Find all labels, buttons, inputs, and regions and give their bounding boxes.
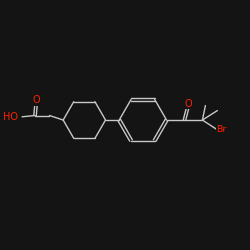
Text: O: O xyxy=(33,95,40,105)
Text: Br: Br xyxy=(216,125,226,134)
Text: O: O xyxy=(184,99,192,109)
Text: HO: HO xyxy=(3,112,18,122)
